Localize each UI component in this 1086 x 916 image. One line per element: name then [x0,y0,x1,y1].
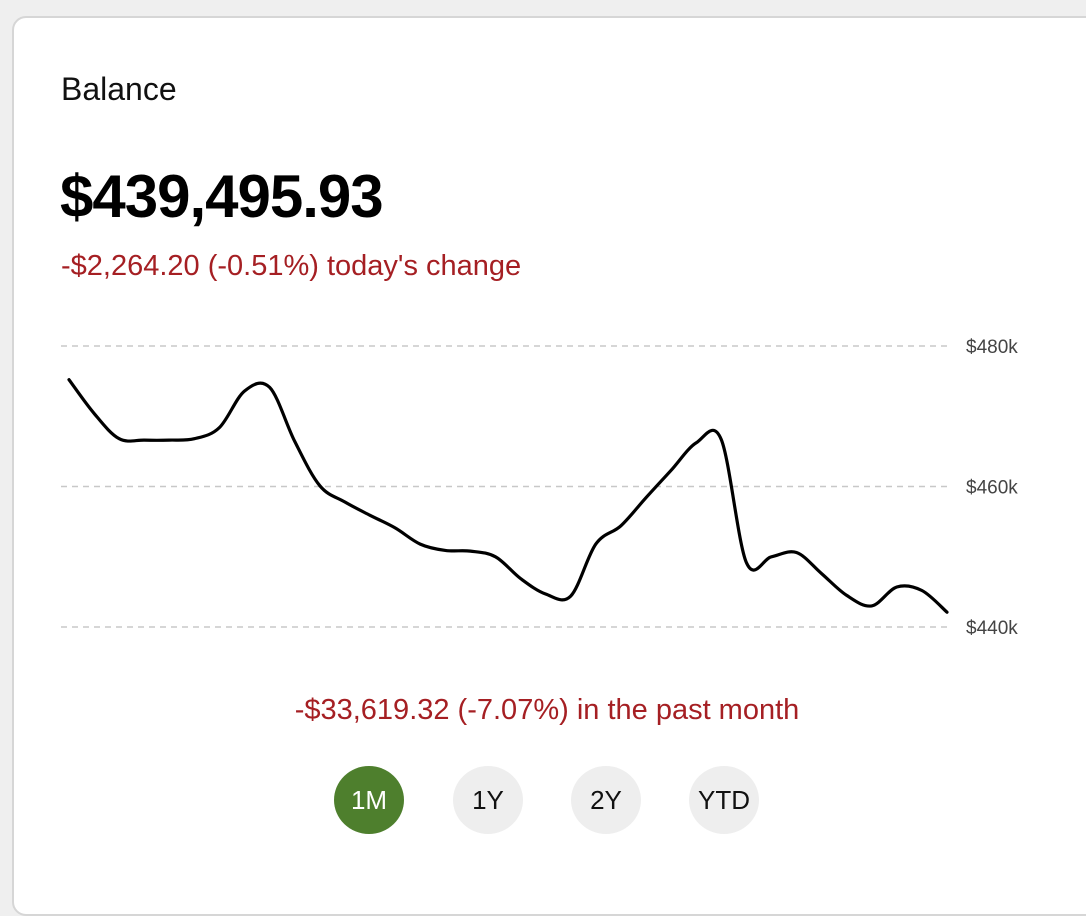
balance-card [12,16,1086,916]
range-2y-button[interactable]: 2Y [571,766,641,834]
range-1m-button[interactable]: 1M [334,766,404,834]
range-ytd-button[interactable]: YTD [689,766,759,834]
today-change: -$2,264.20 (-0.51%) today's change [61,250,522,282]
y-tick-label: $480k [966,337,1018,358]
y-tick-label: $460k [966,478,1018,499]
card-title: Balance [61,71,177,107]
period-change: -$33,619.32 (-7.07%) in the past month [294,694,800,726]
range-1y-button[interactable]: 1Y [453,766,523,834]
y-tick-label: $440k [966,618,1018,639]
balance-value: $439,495.93 [60,163,384,230]
balance-series-line [67,378,949,614]
balance-chart: $480k $460k $440k [61,337,1018,639]
